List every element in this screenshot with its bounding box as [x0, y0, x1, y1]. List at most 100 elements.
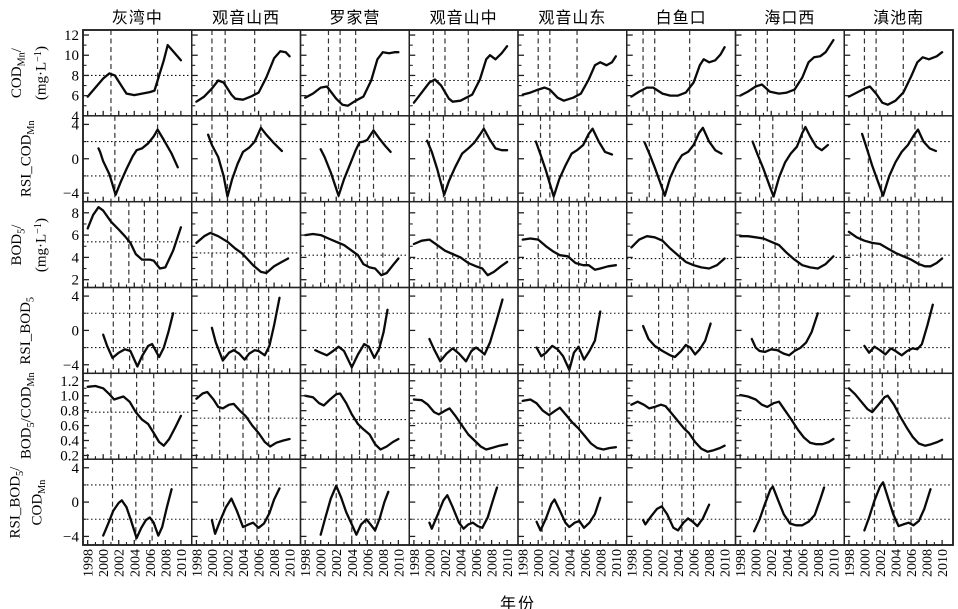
- x-tick-label: 1998: [82, 549, 97, 577]
- series-line: [304, 392, 400, 451]
- panel-border: [843, 372, 954, 460]
- series-line: [412, 238, 509, 277]
- x-tick-label: 2008: [159, 549, 174, 577]
- series-line: [750, 312, 819, 357]
- x-tick-label: 2004: [128, 549, 143, 577]
- series-line: [86, 206, 183, 270]
- row-label-rsi-codmn: RSI_CODMn: [18, 120, 37, 198]
- column-header-1: 观音山西: [212, 10, 281, 27]
- series-line: [535, 496, 602, 532]
- y-tick-label: 1.0: [60, 389, 79, 405]
- x-tick-label: 2010: [610, 549, 625, 577]
- panel-border: [191, 115, 302, 203]
- column-header-2: 罗家营: [329, 10, 381, 27]
- y-tick-label: 8: [72, 68, 80, 84]
- column-header-7: 滇池南: [873, 10, 925, 27]
- x-tick-label: 2008: [703, 549, 718, 577]
- y-tick-label: 2: [72, 273, 80, 289]
- panel-border: [626, 115, 737, 203]
- panel-rsi-bod5-2: [299, 286, 410, 375]
- series-line: [863, 303, 934, 357]
- x-tick-label: 2006: [470, 549, 485, 577]
- panel-bod5-1: [191, 200, 302, 289]
- row-label-codmn: CODMn/(mg·L−1): [8, 45, 50, 100]
- x-tick-label: 2010: [719, 549, 734, 577]
- panel-rsi-codmn-3: [408, 115, 519, 203]
- panel-border: [299, 372, 410, 460]
- x-tick-label: 2008: [812, 549, 827, 577]
- series-line: [102, 312, 175, 368]
- series-line: [643, 126, 723, 197]
- series-line: [102, 488, 173, 540]
- x-tick-label: 2002: [656, 549, 671, 577]
- series-line: [412, 398, 509, 451]
- series-line: [847, 387, 944, 447]
- panel-rsi-bod5-4: [517, 286, 628, 375]
- series-line: [521, 398, 618, 451]
- panel-border: [191, 200, 302, 289]
- panel-ratio-1: [191, 372, 302, 460]
- series-line: [97, 128, 179, 196]
- y-tick-label: 10: [64, 48, 79, 64]
- x-tick-label: 1998: [734, 549, 749, 577]
- panel-border: [82, 29, 193, 117]
- x-tick-label: 2000: [97, 549, 112, 577]
- series-line: [752, 485, 826, 533]
- panel-border: [734, 286, 845, 375]
- x-tick-label: 2010: [284, 549, 299, 577]
- panel-bod5-6: [734, 200, 845, 289]
- x-tick-label: 1998: [299, 549, 314, 577]
- x-tick-label: 2002: [221, 549, 236, 577]
- panel-rsi-bod5-3: [408, 286, 519, 375]
- y-tick-label: 0: [72, 495, 80, 511]
- x-tick-label: 1998: [843, 549, 858, 577]
- x-tick-label: 2002: [330, 549, 345, 577]
- panel-border: [734, 29, 845, 117]
- x-tick-label: 2002: [113, 549, 128, 577]
- panel-border: [82, 286, 193, 375]
- x-tick-label: 2006: [361, 549, 376, 577]
- panel-ratio-7: [843, 372, 954, 460]
- panel-border: [191, 286, 302, 375]
- panel-ratio-3: [408, 372, 519, 460]
- y-tick-label: 4: [72, 117, 80, 133]
- series-line: [195, 390, 291, 448]
- row-label-rsi-bod5: RSI_BOD5: [18, 296, 37, 365]
- panel-codmn-7: [843, 29, 954, 117]
- y-tick-label: 4: [72, 109, 80, 125]
- x-tick-label: 2002: [439, 549, 454, 577]
- y-tick-label: 6: [72, 89, 80, 105]
- x-tick-label: 2008: [268, 549, 283, 577]
- y-tick-label: 12: [64, 28, 79, 44]
- series-line: [86, 384, 183, 447]
- x-tick-label: 2010: [827, 549, 842, 577]
- panel-codmn-4: [517, 29, 628, 117]
- panel-border: [408, 29, 519, 117]
- x-tick-label: 2008: [594, 549, 609, 577]
- x-tick-label: 2008: [921, 549, 936, 577]
- series-line: [847, 51, 944, 106]
- series-line: [641, 322, 712, 359]
- panel-border: [626, 372, 737, 460]
- series-line: [86, 43, 183, 98]
- x-tick-label: 2008: [377, 549, 392, 577]
- y-tick-label: 6: [72, 228, 80, 244]
- x-tick-label: 2004: [563, 549, 578, 577]
- panel-rsi-ratio-3: 1998 2000 2002 2004 2006 2008 2010: [408, 458, 519, 577]
- series-line: [534, 127, 614, 198]
- panel-bod5-5: [626, 200, 737, 289]
- panel-rsi-ratio-7: 1998 2000 2002 2004 2006 2008 2010: [843, 458, 954, 577]
- x-tick-label: 1998: [625, 549, 640, 577]
- series-line: [304, 51, 400, 107]
- y-tick-label: 1.2: [60, 374, 79, 390]
- series-line: [319, 484, 390, 536]
- series-line: [195, 231, 290, 275]
- x-tick-label: 2010: [392, 549, 407, 577]
- panel-rsi-codmn-5: [626, 115, 737, 203]
- panel-rsi-codmn-1: [191, 115, 302, 203]
- panel-bod5-2: [299, 200, 410, 289]
- y-tick-label: 0.2: [60, 448, 79, 464]
- y-tick-label: −4: [63, 529, 79, 545]
